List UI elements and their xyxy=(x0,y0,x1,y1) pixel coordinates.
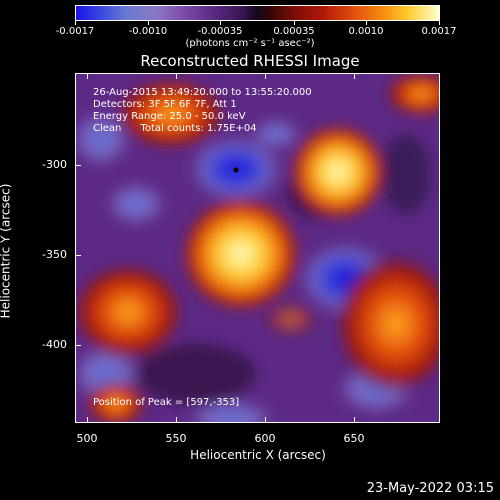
x-tick xyxy=(354,417,355,423)
y-tick-label: -350 xyxy=(42,248,67,261)
x-tick xyxy=(265,417,266,423)
x-tick xyxy=(265,73,266,79)
x-tick xyxy=(354,73,355,79)
colorbar-tick xyxy=(439,21,440,25)
x-tick-label: 550 xyxy=(165,432,187,445)
info-energy-range: Energy Range: 25.0 - 50.0 keV xyxy=(93,111,246,122)
colorbar-tick xyxy=(220,21,221,25)
x-tick xyxy=(87,73,88,79)
footer-timestamp: 23-May-2022 03:15 xyxy=(366,481,494,496)
x-tick-label: 600 xyxy=(254,432,276,445)
peak-marker xyxy=(233,167,239,173)
x-tick xyxy=(87,417,88,423)
colorbar xyxy=(75,5,440,21)
colorbar-tick xyxy=(366,21,367,25)
image-plot xyxy=(75,73,440,423)
info-peak-position: Position of Peak = [597,-353] xyxy=(93,397,240,408)
colorbar-tick xyxy=(148,21,149,25)
colorbar-label: -0.0017 xyxy=(55,26,95,37)
colorbar-label: -0.0010 xyxy=(128,26,168,37)
x-tick xyxy=(176,417,177,423)
colorbar-label: 0.0017 xyxy=(421,26,457,37)
colorbar-tick xyxy=(294,21,295,25)
colorbar-label: 0.0010 xyxy=(348,26,384,37)
y-tick-label: -400 xyxy=(42,338,67,351)
info-detectors: Detectors: 3F 5F 6F 7F, Att 1 xyxy=(93,99,237,110)
colorbar-units: (photons cm⁻² s⁻¹ asec⁻²) xyxy=(185,38,315,49)
x-tick xyxy=(176,73,177,79)
info-time-range: 26-Aug-2015 13:49:20.000 to 13:55:20.000 xyxy=(93,87,312,98)
y-tick xyxy=(75,165,81,166)
x-tick-label: 650 xyxy=(343,432,365,445)
x-tick-label: 500 xyxy=(76,432,98,445)
y-axis-title: Heliocentric Y (arcsec) xyxy=(0,183,13,319)
colorbar-tick xyxy=(75,21,76,25)
rhessi-image xyxy=(76,74,439,422)
y-tick xyxy=(75,345,81,346)
y-tick xyxy=(75,255,81,256)
info-clean-counts: Clean Total counts: 1.75E+04 xyxy=(93,123,257,134)
y-tick-label: -300 xyxy=(42,158,67,171)
colorbar-label: 0.00035 xyxy=(273,26,315,37)
colorbar-label: -0.00035 xyxy=(197,26,243,37)
x-axis-title: Heliocentric X (arcsec) xyxy=(190,448,326,462)
plot-title: Reconstructed RHESSI Image xyxy=(140,52,360,70)
